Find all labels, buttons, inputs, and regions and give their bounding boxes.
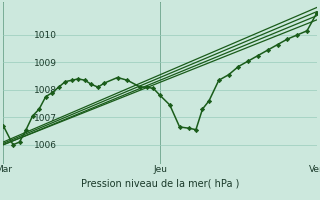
X-axis label: Pression niveau de la mer( hPa ): Pression niveau de la mer( hPa ) <box>81 179 239 189</box>
